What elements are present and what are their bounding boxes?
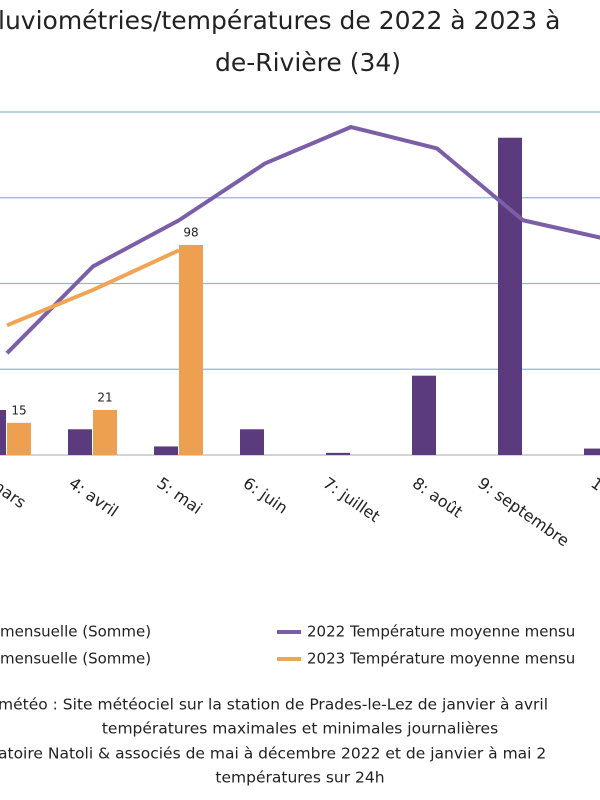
x-tick-label: 8: août: [409, 473, 466, 521]
bar: [68, 429, 92, 455]
bar: [240, 429, 264, 455]
x-tick-label: mars: [0, 473, 30, 512]
data-label: 15: [11, 403, 26, 417]
data-label: 21: [97, 390, 112, 404]
bar: [326, 452, 350, 455]
source-note: atoire Natoli & associés de mai à décemb…: [0, 745, 546, 763]
x-tick-label: 9: septembre: [474, 473, 572, 550]
legend-label: mensuelle (Somme): [0, 623, 151, 641]
bar: [179, 244, 203, 455]
source-note: températures sur 24h: [215, 769, 384, 787]
bar: [498, 137, 522, 455]
source-note: météo : Site météociel sur la station de…: [0, 696, 548, 714]
bar: [93, 409, 117, 455]
bar: [154, 446, 178, 455]
data-label: 98: [183, 225, 198, 239]
x-tick-label: 4: avril: [65, 473, 121, 520]
x-tick-label: 6: juin: [240, 473, 292, 517]
chart-title: luviométries/températures de 2022 à 2023…: [0, 6, 560, 35]
line-series: [5, 125, 600, 355]
bar: [412, 375, 436, 455]
x-tick-label: 7: juillet: [320, 473, 384, 526]
source-note: températures maximales et minimales jour…: [102, 720, 498, 738]
legend-label: 2023 Température moyenne mensu: [307, 650, 575, 668]
bar: [584, 448, 600, 455]
bar: [7, 422, 31, 455]
x-tick-label: 10: o: [587, 473, 600, 512]
line-series: [6, 248, 180, 328]
x-tick-label: 5: mai: [153, 473, 205, 518]
legend-label: 2022 Température moyenne mensu: [307, 623, 575, 641]
chart-title: de-Rivière (34): [215, 48, 401, 77]
legend-label: mensuelle (Somme): [0, 650, 151, 668]
bar: [0, 409, 6, 455]
